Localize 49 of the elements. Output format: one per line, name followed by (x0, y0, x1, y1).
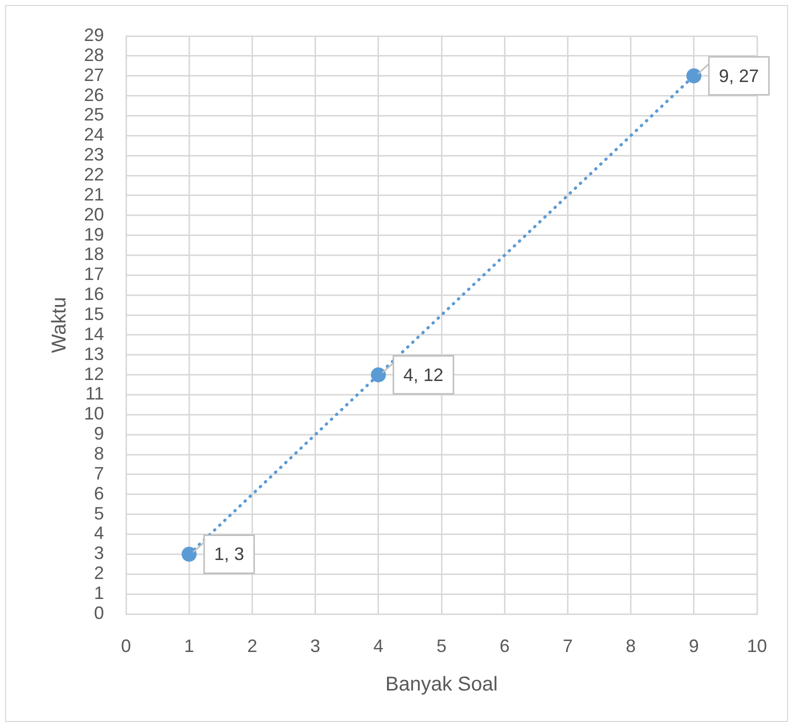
x-tick-label: 9 (688, 636, 699, 656)
y-tick-label: 27 (84, 64, 104, 85)
data-label: 9, 27 (718, 66, 759, 86)
y-tick-label: 28 (84, 44, 104, 65)
y-tick-label: 7 (94, 463, 104, 484)
y-tick-label: 24 (84, 124, 104, 145)
y-tick-label: 2 (94, 563, 104, 584)
y-tick-label: 14 (84, 324, 104, 344)
x-tick-label: 8 (626, 636, 636, 656)
y-tick-label: 8 (94, 444, 104, 464)
y-tick-label: 22 (84, 164, 104, 184)
x-tick-label: 4 (373, 636, 384, 656)
y-tick-label: 1 (94, 583, 104, 604)
y-tick-label: 23 (84, 144, 104, 165)
data-label: 1, 3 (214, 544, 244, 564)
y-tick-label: 18 (84, 244, 104, 264)
x-axis-title: Banyak Soal (385, 674, 498, 696)
x-tick-label: 5 (436, 636, 447, 656)
y-tick-label: 21 (84, 184, 104, 204)
y-tick-label: 10 (84, 404, 104, 424)
y-tick-label: 6 (94, 483, 104, 504)
x-tick-label: 0 (120, 636, 132, 656)
point (370, 367, 386, 382)
y-tick-label: 25 (84, 104, 104, 125)
y-tick-label: 9 (94, 424, 104, 444)
y-axis-title: Waktu (48, 297, 71, 353)
y-tick-label: 13 (84, 344, 104, 364)
y-tick-label: 29 (84, 24, 104, 45)
x-tick-label: 1 (184, 636, 194, 656)
y-tick-label: 0 (94, 602, 104, 623)
x-tick-label: 2 (247, 636, 258, 656)
point (182, 546, 197, 562)
y-tick-label: 11 (85, 384, 104, 404)
data-label: 4, 12 (403, 364, 444, 385)
y-tick-label: 16 (84, 284, 104, 304)
y-tick-label: 3 (94, 543, 104, 564)
y-tick-label: 12 (84, 364, 104, 384)
y-tick-label: 15 (84, 304, 104, 324)
y-tick-label: 20 (84, 204, 104, 224)
y-tick-label: 17 (84, 264, 104, 284)
x-tick-label: 6 (500, 636, 510, 656)
y-tick-label: 5 (94, 503, 104, 524)
x-tick-label: 10 (746, 636, 768, 656)
y-tick-label: 4 (94, 523, 104, 544)
y-tick-label: 19 (84, 224, 104, 244)
x-tick-label: 3 (310, 636, 320, 656)
x-tick-label: 7 (562, 636, 573, 656)
point (686, 68, 702, 84)
y-tick-label: 26 (84, 84, 104, 105)
